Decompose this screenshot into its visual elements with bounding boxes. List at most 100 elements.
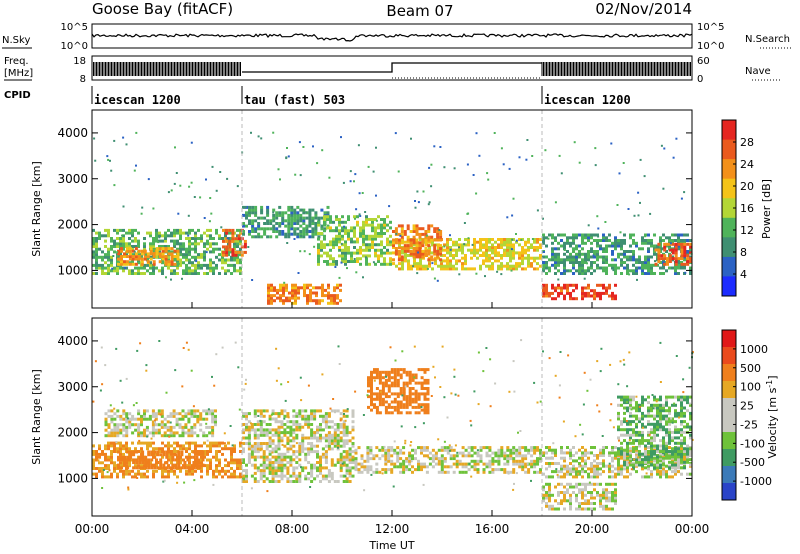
velocity-cell <box>289 447 293 451</box>
power-cell <box>611 258 614 262</box>
velocity-cell <box>165 450 169 454</box>
power-cell <box>194 272 197 275</box>
power-speckle <box>443 166 446 169</box>
power-cell <box>323 246 326 249</box>
velocity-cell <box>384 378 388 382</box>
velocity-cell <box>599 472 602 476</box>
velocity-cell <box>521 446 525 450</box>
velocity-cell <box>145 417 149 421</box>
power-cell <box>299 232 303 236</box>
velocity-cell <box>116 434 120 438</box>
velocity-cell <box>129 455 133 459</box>
velocity-cell <box>295 461 299 464</box>
velocity-cell <box>262 409 266 413</box>
power-cell <box>476 248 479 252</box>
velocity-cell <box>262 433 266 437</box>
power-cell <box>455 262 458 266</box>
power-speckle <box>299 250 302 253</box>
power-speckle <box>308 253 311 256</box>
power-cell <box>647 261 650 264</box>
velocity-cell <box>313 433 317 437</box>
power-cell <box>123 255 126 258</box>
velocity-cell <box>154 414 158 418</box>
velocity-cell <box>289 455 293 459</box>
power-cell <box>479 246 482 249</box>
power-cell <box>430 255 434 259</box>
velocity-cell <box>503 454 507 458</box>
power-cell <box>134 272 137 275</box>
velocity-cell <box>310 412 314 416</box>
power-cell <box>158 245 161 248</box>
velocity-cell <box>242 431 245 435</box>
velocity-cell <box>363 465 367 469</box>
velocity-cell <box>259 412 263 416</box>
power-cell <box>117 252 120 256</box>
power-cell <box>161 239 164 243</box>
power-cell <box>409 230 413 233</box>
velocity-cell <box>165 453 169 457</box>
power-cell <box>623 261 626 264</box>
power-speckle <box>167 191 170 194</box>
power-cell <box>494 254 497 257</box>
velocity-cell <box>390 370 394 374</box>
power-cell <box>403 247 407 250</box>
velocity-cell <box>584 448 587 452</box>
velocity-cell <box>548 491 551 494</box>
power-speckle <box>361 192 364 194</box>
power-speckle <box>649 212 652 215</box>
power-speckle <box>502 163 505 166</box>
velocity-cell <box>348 439 352 443</box>
velocity-cell <box>104 420 108 424</box>
velocity-cell <box>611 499 614 503</box>
power-cell <box>686 260 690 263</box>
power-speckle <box>195 260 198 263</box>
velocity-cell <box>378 381 382 385</box>
velocity-cell <box>464 465 468 469</box>
velocity-cell <box>342 423 346 426</box>
velocity-cell <box>572 446 575 449</box>
velocity-cell <box>402 392 406 396</box>
freq-line <box>242 62 542 73</box>
velocity-cell <box>256 409 260 413</box>
velocity-cell <box>369 468 373 472</box>
velocity-cell <box>280 431 284 435</box>
velocity-cell <box>107 464 110 468</box>
power-cell <box>407 259 410 263</box>
power-cell <box>173 262 177 266</box>
velocity-cell <box>446 451 450 455</box>
velocity-cell <box>247 447 251 451</box>
velocity-cell <box>378 376 382 380</box>
power-cell <box>188 272 191 275</box>
velocity-cell <box>253 431 257 435</box>
power-cell <box>330 301 333 305</box>
velocity-cell <box>209 464 212 468</box>
power-cell <box>407 240 410 244</box>
velocity-cell <box>354 457 358 461</box>
velocity-cell <box>280 420 284 424</box>
velocity-cell <box>125 431 129 435</box>
power-speckle <box>193 196 196 198</box>
power-cell <box>339 283 342 287</box>
power-cell <box>234 250 238 254</box>
velocity-cell <box>336 442 340 445</box>
velocity-cell <box>274 447 278 451</box>
velocity-cell <box>339 412 343 416</box>
power-speckle <box>144 253 147 256</box>
velocity-cell <box>488 459 492 463</box>
power-cell <box>449 264 452 268</box>
power-speckle <box>211 165 214 168</box>
velocity-cell <box>172 409 176 413</box>
velocity-cell <box>239 450 242 453</box>
velocity-cell <box>596 491 599 494</box>
velocity-cell <box>212 441 215 445</box>
power-speckle <box>283 281 286 284</box>
power-cell <box>680 242 684 246</box>
power-cell <box>327 294 330 298</box>
power-cell <box>467 238 470 241</box>
power-cell <box>297 286 300 290</box>
power-cell <box>267 294 270 298</box>
velocity-cell <box>188 469 191 473</box>
power-cell <box>347 215 350 219</box>
power-cell <box>524 248 527 252</box>
power-cell <box>317 257 320 261</box>
